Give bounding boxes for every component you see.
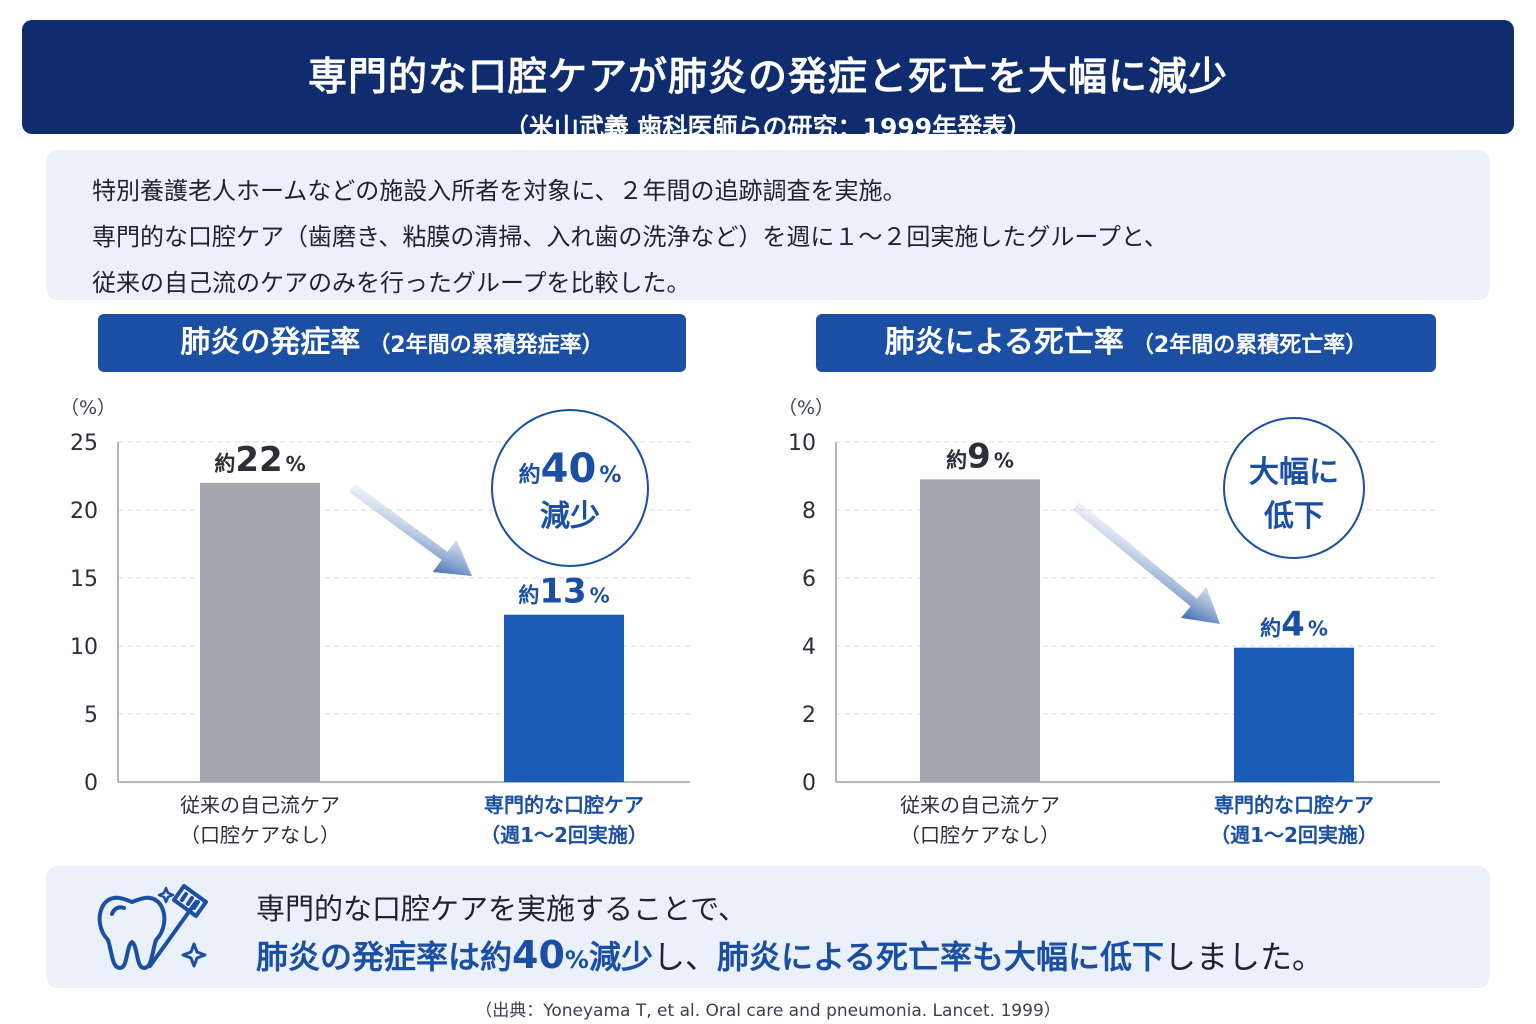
y-tick-label: 0 <box>84 771 98 796</box>
decrease-arrow-icon <box>349 483 473 577</box>
y-tick-label: 10 <box>70 635 98 660</box>
callout-line-1: 約40% <box>519 446 622 492</box>
chart-title-sub: （2年間の累積死亡率） <box>1131 333 1368 358</box>
tooth-brush-illustration <box>97 884 208 970</box>
y-tick-label: 0 <box>802 771 816 796</box>
intro-panel: 特別養護老人ホームなどの施設入所者を対象に、２年間の追跡調査を実施。 専門的な口… <box>46 150 1490 300</box>
x-category-sublabel: （週1〜2回実施） <box>480 823 648 847</box>
y-tick-label: 5 <box>84 703 98 728</box>
data-label-number: 22 <box>235 440 282 480</box>
source-citation: （出典：Yoneyama T, et al. Oral care and pne… <box>475 1001 1061 1021</box>
x-category-label: 従来の自己流ケア <box>180 793 340 817</box>
chart-title-main: 肺炎による死亡率 <box>884 325 1124 360</box>
intro-line: 従来の自己流のケアのみを行ったグループを比較した。 <box>92 269 691 297</box>
summary-number: 40 <box>512 933 565 977</box>
y-tick-label: 15 <box>70 567 98 592</box>
data-label-prefix: 約 <box>946 448 967 472</box>
arrow-shape <box>349 483 473 577</box>
data-label-unit: % <box>994 448 1014 472</box>
y-tick-label: 2 <box>802 703 816 728</box>
data-label-number: 13 <box>539 572 586 612</box>
x-category-sublabel: （週1〜2回実施） <box>1210 823 1378 847</box>
summary-panel: 専門的な口腔ケアを実施することで、 肺炎の発症率は約40%減少し、肺炎による死亡… <box>46 866 1490 988</box>
y-axis-unit: （%） <box>778 397 834 419</box>
callout-line-1: 大幅に <box>1249 455 1339 490</box>
toothbrush-icon <box>148 884 208 968</box>
summary-text: 肺炎による死亡率も大幅に低下 <box>716 938 1165 976</box>
chart-title-incidence: 肺炎の発症率 （2年間の累積発症率） <box>98 314 686 372</box>
data-label-number: 9 <box>967 436 991 476</box>
callout-number: 大幅に <box>1249 455 1339 490</box>
chart-title-sub: （2年間の累積発症率） <box>368 333 604 358</box>
intro-line: 専門的な口腔ケア（歯磨き、粘膜の清掃、入れ歯の洗浄など）を週に１〜２回実施したグ… <box>92 223 1168 251</box>
summary-text: 肺炎の発症率は約 <box>256 938 513 976</box>
callout-line-2: 減少 <box>540 499 600 534</box>
summary-line-2: 肺炎の発症率は約40%減少し、肺炎による死亡率も大幅に低下しました。 <box>256 932 1324 978</box>
x-category-label: 専門的な口腔ケア <box>1214 793 1374 817</box>
page-title: 専門的な口腔ケアが肺炎の発症と死亡を大幅に減少 <box>307 55 1228 100</box>
intro-line: 特別養護老人ホームなどの施設入所者を対象に、２年間の追跡調査を実施。 <box>92 177 907 205</box>
x-category-sublabel: （口腔ケアなし） <box>180 823 340 847</box>
chart-title-main: 肺炎の発症率 <box>180 325 361 360</box>
data-label-unit: % <box>590 584 610 608</box>
arrow-shape <box>1072 502 1221 625</box>
summary-line-1: 専門的な口腔ケアを実施することで、 <box>256 892 747 926</box>
summary-text: し、 <box>652 938 717 976</box>
y-tick-label: 20 <box>70 499 98 524</box>
page-subtitle: （米山武義 歯科医師らの研究：1999年発表） <box>503 113 1033 142</box>
y-tick-label: 25 <box>70 431 98 456</box>
data-label: 約22% <box>214 440 305 480</box>
data-label-prefix: 約 <box>1260 617 1281 641</box>
bar-professional-care <box>1234 647 1354 782</box>
data-label-unit: % <box>1308 617 1328 641</box>
callout-prefix: 約 <box>519 462 541 488</box>
summary-text: しました。 <box>1164 938 1325 976</box>
data-label: 約9% <box>946 436 1014 476</box>
x-category-sublabel: （口腔ケアなし） <box>900 823 1060 847</box>
data-label-prefix: 約 <box>214 452 235 476</box>
callout-circle <box>491 409 649 567</box>
x-category-label: 従来の自己流ケア <box>900 793 1060 817</box>
tooth-icon <box>97 895 167 970</box>
data-label-unit: % <box>286 452 306 476</box>
chart-title-mortality: 肺炎による死亡率 （2年間の累積死亡率） <box>816 314 1436 372</box>
callout-circle <box>1223 417 1365 559</box>
data-label-prefix: 約 <box>518 584 539 608</box>
y-tick-label: 10 <box>788 431 816 456</box>
sparkle-icon <box>181 942 207 968</box>
bar-professional-care <box>504 614 624 782</box>
callout-number: 40 <box>541 446 597 492</box>
summary-unit: % <box>564 946 589 974</box>
y-tick-label: 8 <box>802 499 816 524</box>
x-category-label: 専門的な口腔ケア <box>484 793 644 817</box>
sparkle-icon <box>157 886 175 904</box>
callout-unit: % <box>599 463 621 488</box>
data-label: 約4% <box>1260 605 1328 645</box>
data-label: 約13% <box>518 572 609 612</box>
y-tick-label: 6 <box>802 567 816 592</box>
summary-text: 減少 <box>588 938 653 976</box>
y-axis-unit: （%） <box>60 397 116 419</box>
decrease-arrow-icon <box>1072 502 1221 625</box>
header-banner: 専門的な口腔ケアが肺炎の発症と死亡を大幅に減少 （米山武義 歯科医師らの研究：1… <box>22 20 1514 142</box>
bar-conventional-care <box>200 482 320 782</box>
data-label-number: 4 <box>1281 605 1305 645</box>
callout-line-2: 低下 <box>1263 499 1324 534</box>
bar-conventional-care <box>920 479 1040 782</box>
y-tick-label: 4 <box>802 635 816 660</box>
